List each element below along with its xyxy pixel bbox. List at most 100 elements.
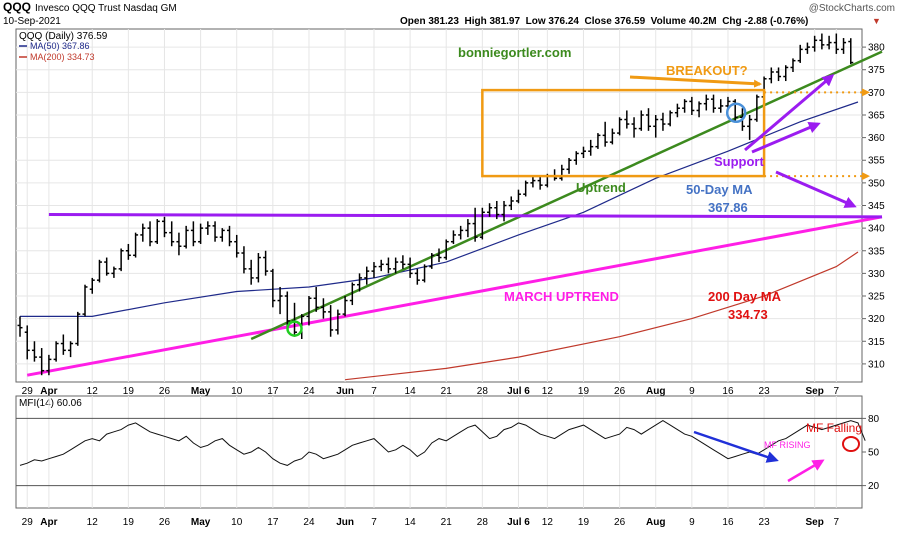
ohlc-bar [689,96,695,115]
ohlc-bar [631,117,637,138]
mfi-panel [15,395,863,509]
ohlc-bar [364,266,370,285]
ohlc-bar [833,33,839,54]
y-tick-label: 350 [868,178,885,189]
mfi-series-line [19,420,866,466]
mfi-x-tick-label: 26 [614,517,626,528]
site-label: bonniegortler.com [458,45,571,60]
ohlc-bar [89,277,95,294]
ohlc-bar [227,225,232,247]
x-tick-label: 28 [477,386,489,397]
ohlc-bar [205,221,211,235]
ohlc-bar [53,341,59,362]
moving-averages [20,101,859,381]
ohlc-bar [711,94,717,113]
y-tick-label: 380 [868,43,885,54]
mfi-x-tick-label: Sep [805,517,823,528]
x-tick-label: 24 [303,386,315,397]
ohlc-bar [183,225,189,249]
x-tick-label: 12 [87,386,99,397]
x-tick-label: Apr [40,386,57,397]
ma200-annotation-value: 334.73 [728,307,768,322]
x-tick-label: 17 [267,386,279,397]
x-tick-label: 23 [759,386,771,397]
ohlc-bar [313,286,319,312]
ticker-name: Invesco QQQ Trust Nasdaq GM [35,3,177,14]
mfi-x-tick-label: 24 [303,517,315,528]
ohlc-bar [580,146,586,158]
ohlc-bar [320,298,326,319]
y-tick-label: 320 [868,314,885,325]
ohlc-bar [111,266,117,278]
ohlc-bar [198,223,204,244]
x-tick-label: 21 [441,386,453,397]
x-tick-label: 12 [542,386,554,397]
ohlc-bar [371,262,377,278]
ohlc-bar [660,112,666,131]
ohlc-bar [588,139,594,156]
breakout-label: BREAKOUT? [666,63,748,78]
legend-ma200: MA(200) 334.73 [30,52,95,62]
trendline-uptrend [250,50,883,341]
mf-rising-label: MF RISING [764,440,811,450]
mfi-x-tick-label: Jun [336,517,354,528]
x-tick-label: 26 [614,386,626,397]
ohlc-bar [248,259,254,285]
march-uptrend-label: MARCH UPTREND [504,289,619,304]
ohlc-bar [768,67,774,84]
ma50-annotation-value: 367.86 [708,200,748,215]
x-tick-label: 29 [22,386,34,397]
mfi-y-tick-label: 20 [868,481,880,492]
mfi-x-tick-label: 19 [578,517,590,528]
ohlc-bar [306,296,312,326]
breakout-arrow [629,75,762,88]
x-tick-label: 19 [123,386,135,397]
ohlc-bar [335,309,341,335]
ohlc-bar [154,219,160,244]
x-tick-label: 16 [722,386,734,397]
ohlc-bar [458,225,464,240]
ohlc-bar [804,42,810,54]
y-tick-label: 360 [868,133,885,144]
mfi-y-tick-label: 80 [868,414,880,425]
ohlc-bar [530,176,536,188]
x-axis-labels: 29 Apr 12 19 26 May 10 17 24 Jun 7 14 21 28 Jul 6 12 19 2… [22,386,840,397]
y-tick-label: 365 [868,110,885,121]
ohlc-bar [812,35,818,52]
ohlc-bar [125,243,131,260]
ohlc-bar [414,268,420,285]
mfi-grid: 20 50 80 [16,396,880,508]
support-label: Support [714,154,764,169]
ohlc-bar [559,164,565,181]
ohlc-bar [826,35,832,50]
ohlc-bar [674,103,680,118]
x-tick-label: Sep [805,386,823,397]
ma50-annotation-label: 50-Day MA [686,182,753,197]
ohlc-bar [573,151,579,165]
ohlc-bar [617,117,623,136]
mfi-line [19,420,866,466]
legend-main: QQQ (Daily) 376.59 [19,31,108,42]
ohlc-bar [819,33,825,50]
chart-date: 10-Sep-2021 [3,16,61,27]
support-arrow-down [775,170,857,208]
mfi-x-tick-label: 9 [689,517,695,528]
ohlc-bar [783,65,789,82]
mfi-x-tick-label: 17 [267,517,279,528]
ohlc-bar [46,354,52,376]
ohlc-bar [754,94,760,122]
mfi-x-tick-label: Jul 6 [507,517,530,528]
trendline-march-uptrend [26,215,883,377]
ohlc-bar [161,216,167,238]
ohlc-bar [219,228,225,242]
ohlc-bar [60,334,66,355]
ohlc-bar [241,246,247,274]
mfi-x-tick-label: 7 [371,517,377,528]
ohlc-bar [147,221,153,247]
ohlc-bar [24,325,30,360]
ohlc-bar [39,348,45,376]
ohlc-bar [646,108,651,131]
mfi-x-tick-label: 16 [722,517,734,528]
chg-down-icon: ▼ [872,16,881,26]
